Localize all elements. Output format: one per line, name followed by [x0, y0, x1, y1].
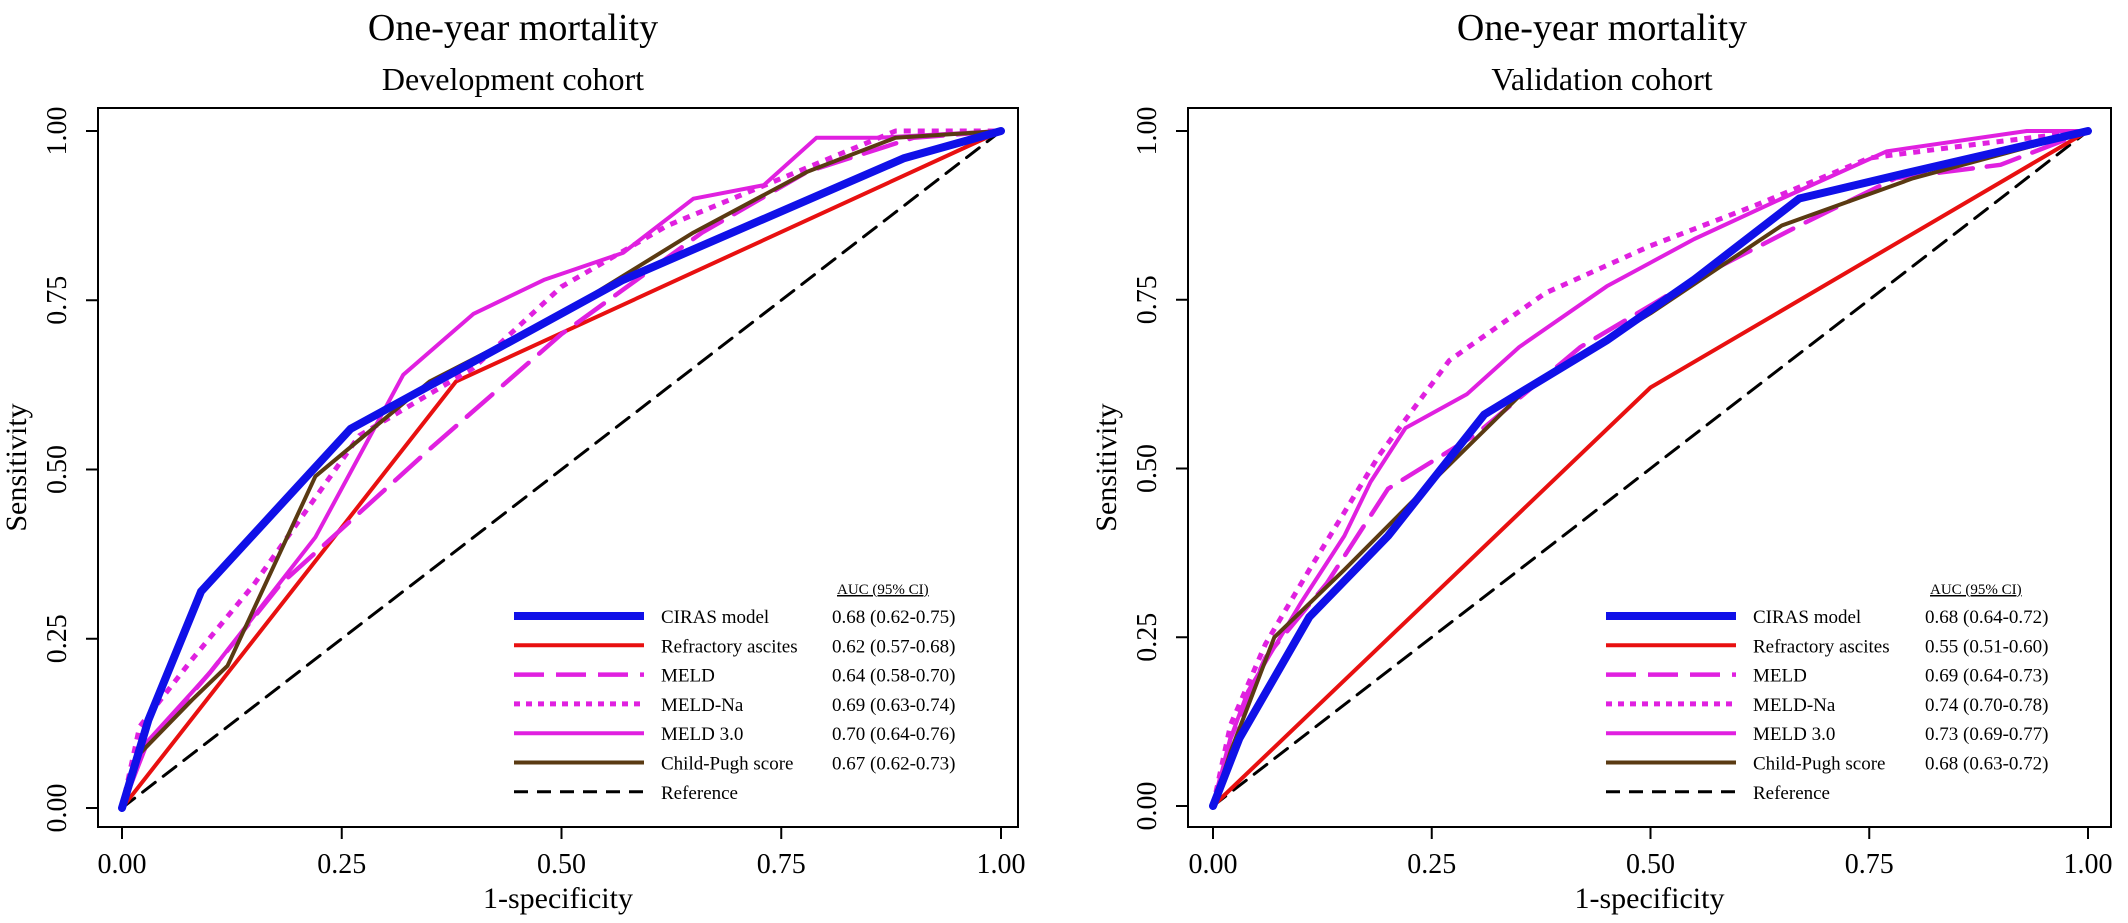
auc-header: AUC (95% CI): [837, 582, 929, 598]
legend-label: Refractory ascites: [1753, 636, 1890, 657]
x-tick-label: 1.00: [2064, 849, 2113, 880]
x-tick-label: 0.75: [1845, 849, 1894, 880]
legend-label: MELD: [1753, 666, 1807, 687]
x-tick-label: 0.50: [1626, 849, 1675, 880]
legend-label: MELD 3.0: [1753, 724, 1835, 745]
chart-title: One-year mortality: [1457, 7, 1747, 49]
series-line-reference: [1211, 129, 2090, 808]
plot-frame: [97, 107, 1019, 828]
series-line-meld-na: [1210, 128, 2089, 807]
y-tick-label: 0.50: [1132, 444, 1163, 493]
legend-auc-value: 0.55 (0.51-0.60): [1925, 636, 2048, 657]
legend-auc-value: 0.74 (0.70-0.78): [1925, 695, 2048, 716]
x-tick-label: 0.00: [98, 849, 147, 880]
legend-auc-value: 0.64 (0.58-0.70): [832, 666, 955, 687]
legend-auc-value: 0.68 (0.63-0.72): [1925, 754, 2048, 775]
series-line-meld-3-0: [120, 129, 1003, 810]
series-line-refractory-ascites: [1211, 129, 2090, 808]
y-axis-label: Sensitivity: [1090, 403, 1123, 531]
series-line-refractory-ascites: [120, 129, 1003, 810]
legend-label: MELD-Na: [1753, 695, 1836, 716]
y-tick-label: 0.25: [1132, 613, 1163, 662]
y-tick-label: 1.00: [42, 107, 73, 156]
legend-auc-value: 0.68 (0.62-0.75): [832, 607, 955, 628]
legend-label: Reference: [661, 783, 738, 804]
chart-subtitle: Validation cohort: [1491, 61, 1712, 97]
series-line-ciras-model: [118, 127, 1005, 812]
x-tick-label: 0.00: [1189, 849, 1238, 880]
x-axis-label: 1-specificity: [1575, 882, 1725, 915]
y-tick-label: 0.75: [1132, 275, 1163, 324]
x-tick-label: 0.25: [317, 849, 366, 880]
legend-label: Refractory ascites: [661, 636, 798, 657]
series-line-reference: [120, 129, 1003, 810]
x-tick-label: 1.00: [977, 849, 1026, 880]
x-tick-label: 0.25: [1407, 849, 1456, 880]
y-axis-label: Sensitivity: [0, 403, 33, 531]
y-tick-label: 0.25: [42, 614, 73, 663]
legend-label: MELD 3.0: [661, 724, 743, 745]
y-tick-label: 1.00: [1132, 107, 1163, 156]
legend-auc-value: 0.62 (0.57-0.68): [832, 636, 955, 657]
x-tick-label: 0.75: [757, 849, 806, 880]
y-tick-label: 0.00: [42, 784, 73, 833]
x-tick-label: 0.50: [537, 849, 586, 880]
chart-subtitle: Development cohort: [382, 61, 644, 97]
legend-label: Reference: [1753, 783, 1830, 804]
auc-header: AUC (95% CI): [1930, 582, 2022, 598]
y-tick-label: 0.00: [1132, 782, 1163, 831]
y-tick-label: 0.50: [42, 445, 73, 494]
legend-label: Child-Pugh score: [661, 754, 793, 775]
y-tick-label: 0.75: [42, 276, 73, 325]
series-line-ciras-model: [1209, 127, 2092, 810]
legend-auc-value: 0.67 (0.62-0.73): [832, 754, 955, 775]
legend-auc-value: 0.68 (0.64-0.72): [1925, 607, 2048, 628]
legend-label: Child-Pugh score: [1753, 754, 1885, 775]
chart-title: One-year mortality: [368, 7, 658, 49]
x-axis-label: 1-specificity: [483, 882, 633, 915]
legend-label: CIRAS model: [661, 607, 769, 628]
series-line-meld-na: [119, 128, 1001, 809]
series-line-child-pugh-score: [1211, 129, 2090, 808]
legend-auc-value: 0.70 (0.64-0.76): [832, 724, 955, 745]
legend-label: MELD: [661, 666, 715, 687]
legend-auc-value: 0.73 (0.69-0.77): [1925, 724, 2048, 745]
legend-label: CIRAS model: [1753, 607, 1861, 628]
legend-auc-value: 0.69 (0.63-0.74): [832, 695, 955, 716]
chart-panel-2: One-year mortality Validation cohort 0.00 0…: [1090, 7, 2113, 915]
legend-auc-value: 0.69 (0.64-0.73): [1925, 666, 2048, 687]
legend-label: MELD-Na: [661, 695, 744, 716]
chart-panel-1: One-year mortality Development cohort 0.00…: [0, 7, 1026, 915]
